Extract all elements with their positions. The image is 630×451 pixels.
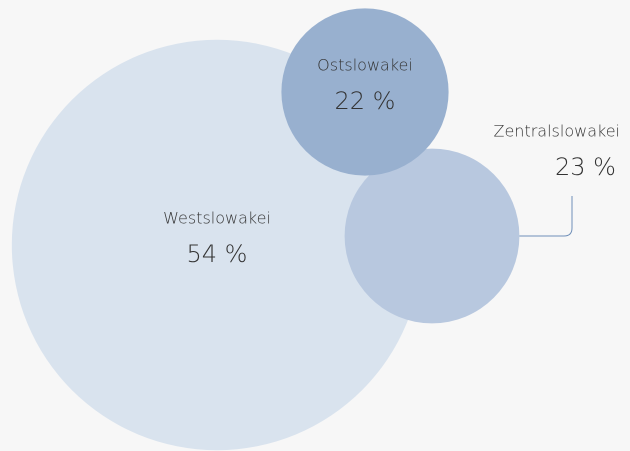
leader-line [519, 196, 573, 237]
bubble [281, 8, 449, 176]
bubble-name: Ostslowakei [317, 56, 413, 75]
bubble-value: 54 % [187, 240, 248, 268]
bubble [344, 148, 520, 324]
bubble-name: Zentralslowakei [494, 122, 621, 141]
bubble-value: 23 % [555, 153, 616, 181]
bubble-value: 22 % [335, 87, 396, 115]
bubble-name: Westslowakei [163, 209, 271, 228]
